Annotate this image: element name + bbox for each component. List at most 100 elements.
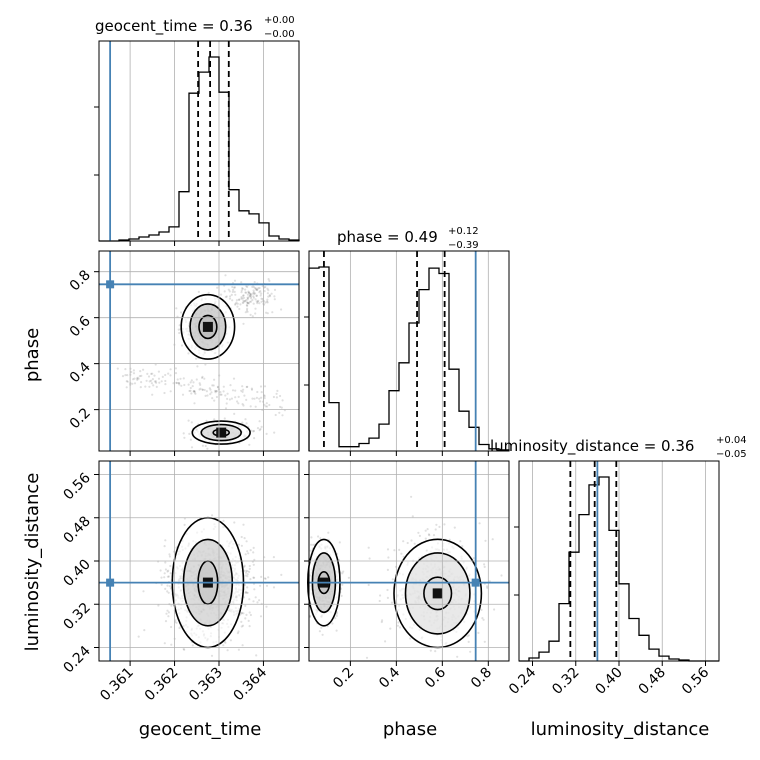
sample-point xyxy=(281,414,284,417)
sample-point xyxy=(391,578,394,581)
title-geocent-time-upper: +0.00 xyxy=(264,15,295,26)
sample-point xyxy=(256,390,259,394)
sample-point xyxy=(319,537,322,540)
sample-point xyxy=(317,535,320,538)
sample-point xyxy=(411,515,414,518)
sample-point xyxy=(252,430,255,433)
sample-point xyxy=(255,288,258,291)
sample-point xyxy=(246,591,249,594)
sample-point xyxy=(166,609,169,612)
sample-point xyxy=(259,615,263,618)
sample-point xyxy=(169,564,172,568)
sample-point xyxy=(266,292,269,295)
sample-point xyxy=(484,539,487,542)
sample-point xyxy=(267,289,270,292)
sample-point xyxy=(252,563,255,566)
sample-point xyxy=(224,641,227,644)
sample-point xyxy=(335,614,338,618)
sample-point xyxy=(252,291,255,294)
sample-point xyxy=(275,396,278,399)
sample-point xyxy=(318,630,321,633)
sample-point xyxy=(183,383,186,387)
sample-point xyxy=(250,297,253,300)
sample-point xyxy=(244,288,247,291)
sample-point xyxy=(224,295,227,299)
sample-point xyxy=(215,395,218,399)
sample-point xyxy=(424,529,427,532)
sample-point xyxy=(164,568,167,571)
sample-point xyxy=(247,291,251,294)
sample-point xyxy=(252,285,255,289)
title-geocent-time-lower: −0.00 xyxy=(264,29,295,40)
sample-point xyxy=(240,289,243,292)
sample-point xyxy=(189,386,192,390)
sample-point xyxy=(160,583,163,586)
sample-point xyxy=(126,374,129,377)
sample-point xyxy=(187,383,190,386)
sample-point xyxy=(246,575,249,578)
sample-point xyxy=(191,385,194,388)
sample-point xyxy=(400,552,403,555)
sample-point xyxy=(380,620,383,624)
y-tick-label-luminosity-distance: 0.56 xyxy=(60,470,93,503)
sample-point xyxy=(169,572,172,575)
sample-point xyxy=(142,368,145,371)
sample-point xyxy=(187,419,190,422)
contour-set xyxy=(180,293,236,360)
sample-point xyxy=(310,543,313,546)
sample-point xyxy=(236,632,239,635)
sample-point xyxy=(243,537,246,540)
sample-point xyxy=(137,377,140,380)
sample-point xyxy=(233,286,237,289)
sample-point xyxy=(220,293,223,296)
sample-point xyxy=(255,396,258,399)
sample-point xyxy=(491,538,494,541)
sample-point xyxy=(248,611,251,614)
sample-point xyxy=(213,399,216,402)
contour-set xyxy=(393,538,483,649)
sample-point xyxy=(164,620,168,623)
sample-point xyxy=(267,576,270,579)
sample-point xyxy=(116,367,119,370)
sample-point xyxy=(206,447,209,450)
sample-point xyxy=(234,303,237,306)
sample-point xyxy=(148,380,151,383)
sample-point xyxy=(259,400,262,403)
sample-point xyxy=(246,302,249,305)
sample-point xyxy=(402,540,405,543)
sample-point xyxy=(443,523,446,526)
sample-point xyxy=(281,399,284,402)
hist-luminosity-distance-frame xyxy=(514,461,706,666)
sample-point xyxy=(246,570,249,573)
sample-point xyxy=(249,613,252,617)
sample-point xyxy=(193,390,196,393)
density-peak xyxy=(202,321,213,332)
sample-point xyxy=(157,604,160,607)
sample-point xyxy=(174,372,178,375)
sample-point xyxy=(273,298,276,301)
sample-point xyxy=(223,290,226,293)
sample-point xyxy=(219,391,222,394)
sample-point xyxy=(237,630,240,633)
sample-point xyxy=(409,637,412,640)
sample-point xyxy=(480,608,483,612)
sample-point xyxy=(148,385,151,388)
sample-point xyxy=(229,639,232,642)
title-luminosity-distance-lower: −0.05 xyxy=(716,449,747,460)
sample-point xyxy=(260,391,263,394)
sample-point xyxy=(201,388,204,391)
sample-point xyxy=(131,382,134,385)
sample-point xyxy=(335,629,338,632)
sample-point xyxy=(164,561,167,564)
sample-point xyxy=(166,584,169,587)
sample-point xyxy=(483,565,486,569)
sample-point xyxy=(264,577,267,580)
sample-point xyxy=(434,650,437,653)
sample-point xyxy=(209,393,212,396)
sample-point xyxy=(260,575,263,579)
sample-point xyxy=(182,377,185,380)
sample-point xyxy=(211,397,214,400)
sample-point xyxy=(396,624,399,627)
sample-point xyxy=(130,370,133,374)
sample-point xyxy=(249,578,252,581)
